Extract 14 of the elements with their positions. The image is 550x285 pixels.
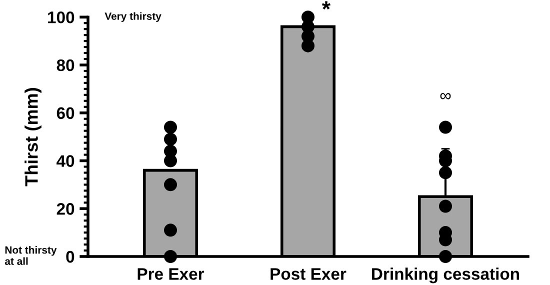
y-tick-label: 20 [56, 203, 74, 215]
text: Not thirsty at all [4, 246, 57, 265]
x-tick-label: Drinking cessation [372, 268, 520, 284]
y-tick-label: 80 [56, 59, 74, 72]
x-tick-label: Pre Exer [138, 268, 204, 280]
y-tick-label: 0 [66, 250, 74, 263]
annotation: * [322, 1, 331, 10]
x-tick-label: Post Exer [270, 268, 346, 280]
y-axis-title: Thirst (mm) [24, 88, 42, 186]
annotation: Very thirsty [104, 12, 162, 22]
y-tick-label: 40 [56, 155, 74, 167]
annotation: ∞ [440, 92, 451, 100]
y-tick-label: 60 [56, 107, 74, 120]
y-tick-label: 100 [48, 12, 74, 24]
